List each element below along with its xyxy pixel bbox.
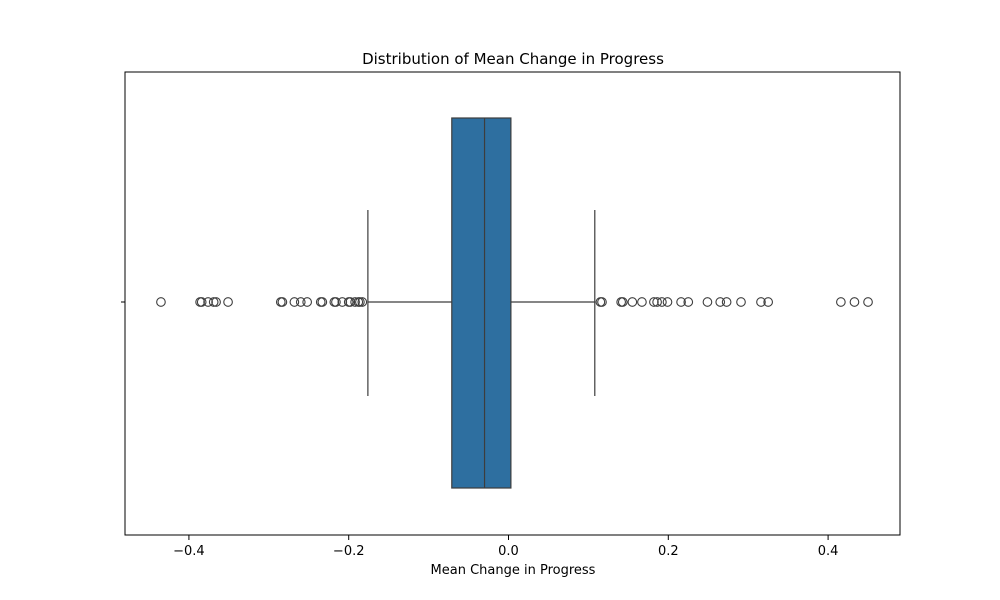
outlier-point bbox=[721, 297, 732, 307]
outlier-point bbox=[863, 297, 873, 307]
plot-frame bbox=[124, 71, 901, 536]
outlier-point bbox=[156, 297, 166, 307]
outlier-point bbox=[836, 297, 846, 307]
outlier-point bbox=[649, 297, 659, 307]
outlier-point bbox=[657, 297, 667, 307]
plot-area bbox=[156, 117, 873, 489]
x-axis-ticks: −0.4 −0.2 0.0 0.2 0.4 bbox=[173, 535, 838, 559]
outlier-point bbox=[345, 297, 356, 307]
outlier-point bbox=[196, 297, 207, 307]
outlier-point bbox=[295, 297, 306, 307]
outlier-point bbox=[203, 297, 213, 307]
outlier-point bbox=[337, 297, 348, 307]
outlier-point bbox=[350, 297, 360, 307]
outlier-point bbox=[211, 297, 221, 307]
outlier-point bbox=[702, 297, 713, 307]
outlier-point bbox=[617, 297, 628, 307]
outlier-point bbox=[597, 297, 607, 307]
outlier-point bbox=[763, 297, 774, 307]
outlier-point bbox=[317, 297, 328, 307]
outlier-point bbox=[355, 297, 365, 307]
x-tick-label: 0.0 bbox=[498, 544, 519, 559]
outlier-point bbox=[662, 297, 673, 307]
outlier-point bbox=[208, 297, 219, 307]
x-tick-label: −0.4 bbox=[173, 544, 205, 559]
outlier-point bbox=[652, 297, 662, 307]
outlier-point bbox=[683, 297, 694, 307]
x-tick-label: −0.2 bbox=[333, 544, 365, 559]
x-tick-label: 0.4 bbox=[818, 544, 839, 559]
outlier-point bbox=[627, 297, 638, 307]
chart-title: Distribution of Mean Change in Progress bbox=[362, 50, 664, 68]
iqr-box bbox=[451, 117, 512, 489]
outlier-point bbox=[676, 297, 686, 307]
outlier-point bbox=[715, 297, 726, 307]
outlier-point bbox=[331, 297, 341, 307]
outlier-point bbox=[756, 297, 766, 307]
outlier-point bbox=[357, 297, 368, 307]
outlier-point bbox=[637, 297, 647, 307]
outlier-point bbox=[302, 297, 313, 307]
outlier-point bbox=[277, 297, 288, 307]
x-axis-label: Mean Change in Progress bbox=[431, 563, 596, 578]
outlier-point bbox=[289, 297, 300, 307]
outlier-point bbox=[736, 297, 746, 307]
x-tick-label: 0.2 bbox=[658, 544, 679, 559]
outlier-point bbox=[849, 297, 860, 307]
outlier-point bbox=[223, 297, 233, 307]
